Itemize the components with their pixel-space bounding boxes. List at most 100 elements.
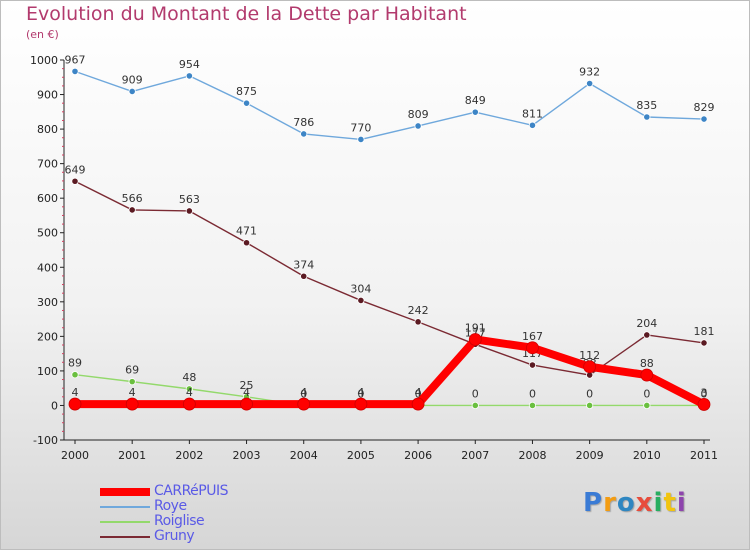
logo-letter: r (603, 488, 617, 518)
x-tick-label: 2001 (118, 449, 146, 462)
data-label-gruny: 304 (350, 282, 371, 295)
data-label-roye: 909 (122, 73, 143, 86)
data-point-roye (357, 135, 365, 144)
data-point-roye (700, 115, 708, 123)
data-label-roiglise: 25 (240, 379, 254, 392)
data-label-roye: 835 (636, 99, 657, 112)
data-label-gruny: 204 (636, 317, 657, 330)
data-point-roye (414, 122, 422, 130)
legend-label: Roye (154, 498, 187, 514)
data-point-carr-puis (68, 397, 82, 411)
data-label-roiglise: 0 (415, 387, 422, 400)
data-label-carr-puis: 4 (415, 386, 422, 399)
data-point-roye (643, 113, 651, 121)
data-label-gruny: 374 (293, 258, 314, 271)
data-label-roiglise: 0 (472, 387, 479, 400)
series-line-roye (74, 70, 705, 141)
data-point-roye (471, 108, 479, 116)
data-label-carr-puis: 167 (522, 330, 543, 343)
data-point-gruny (71, 177, 79, 185)
x-tick-label: 2009 (576, 449, 604, 462)
legend-swatch (100, 488, 150, 496)
data-label-roiglise: 0 (529, 387, 536, 400)
x-tick-label: 2004 (290, 449, 318, 462)
data-label-gruny: 649 (65, 163, 86, 176)
data-label-carr-puis: 112 (579, 349, 600, 362)
x-tick-label: 2006 (404, 449, 432, 462)
data-point-roiglise (586, 401, 594, 410)
data-label-roye: 770 (350, 121, 371, 134)
data-point-carr-puis (583, 360, 597, 374)
logo-letter: i (653, 488, 664, 518)
x-tick-label: 2008 (518, 449, 546, 462)
data-label-roye: 967 (65, 53, 86, 66)
data-label-carr-puis: 4 (129, 386, 136, 399)
data-point-gruny (414, 318, 422, 326)
y-tick-label: 400 (37, 261, 58, 274)
y-tick-label: 100 (37, 365, 58, 378)
data-point-carr-puis (640, 368, 654, 382)
data-label-carr-puis: 88 (640, 357, 654, 370)
y-tick-label: 800 (37, 123, 58, 136)
y-tick-label: 1000 (30, 54, 58, 67)
data-label-carr-puis: 4 (72, 386, 79, 399)
data-label-roye: 849 (465, 94, 486, 107)
data-label-roiglise: 69 (125, 364, 139, 377)
data-point-roye (528, 121, 537, 129)
x-tick-label: 2003 (233, 449, 261, 462)
y-tick-label: -100 (33, 434, 58, 447)
x-tick-label: 2010 (633, 449, 661, 462)
data-point-gruny (185, 207, 193, 215)
data-point-carr-puis (697, 398, 711, 411)
data-point-roye (242, 99, 251, 107)
data-point-roiglise (471, 401, 479, 410)
data-label-roiglise: 0 (701, 387, 708, 400)
legend-label: Roiglise (154, 513, 205, 529)
logo-letter: o (616, 488, 636, 518)
data-label-roiglise: 89 (68, 357, 82, 370)
chart-title: Evolution du Montant de la Dette par Hab… (26, 3, 467, 25)
series-line-gruny (74, 180, 705, 376)
data-point-gruny (300, 272, 308, 280)
data-point-gruny (643, 331, 651, 339)
data-label-roye: 875 (236, 85, 257, 98)
data-point-roye (128, 87, 136, 96)
data-point-carr-puis (297, 397, 311, 411)
legend-swatch (100, 536, 150, 538)
data-label-roye: 954 (179, 58, 200, 71)
data-label-gruny: 566 (122, 192, 143, 205)
data-label-gruny: 242 (408, 304, 429, 317)
data-point-gruny (128, 206, 136, 214)
data-label-roye: 932 (579, 65, 600, 78)
data-label-carr-puis: 4 (243, 386, 250, 399)
y-tick-label: 0 (51, 399, 58, 412)
data-point-carr-puis (240, 397, 253, 411)
legend-swatch (100, 506, 150, 508)
data-point-roye (300, 130, 308, 138)
legend-label: CARRéPUIS (154, 483, 229, 499)
data-point-gruny (357, 296, 365, 305)
data-point-roye (71, 67, 79, 76)
chart-subtitle: (en €) (26, 28, 59, 41)
data-label-roiglise: 0 (586, 387, 593, 400)
data-point-roiglise (71, 371, 79, 379)
data-label-roye: 811 (522, 107, 543, 120)
data-label-gruny: 563 (179, 193, 200, 206)
data-point-roiglise (185, 385, 193, 393)
y-tick-label: 600 (37, 192, 58, 205)
data-point-roiglise (643, 401, 651, 410)
proxiti-logo: Proxiti (583, 488, 687, 518)
data-label-carr-puis: 4 (357, 386, 364, 399)
data-point-gruny (528, 361, 537, 369)
data-label-roiglise: 0 (357, 387, 364, 400)
data-label-gruny: 471 (236, 225, 257, 238)
logo-letter: t (663, 488, 677, 518)
legend-swatch (100, 521, 150, 523)
logo-letter: P (583, 488, 604, 518)
data-label-roiglise: 0 (643, 387, 650, 400)
data-point-carr-puis (526, 341, 539, 355)
data-point-roye (586, 79, 594, 88)
data-point-gruny (700, 339, 708, 347)
